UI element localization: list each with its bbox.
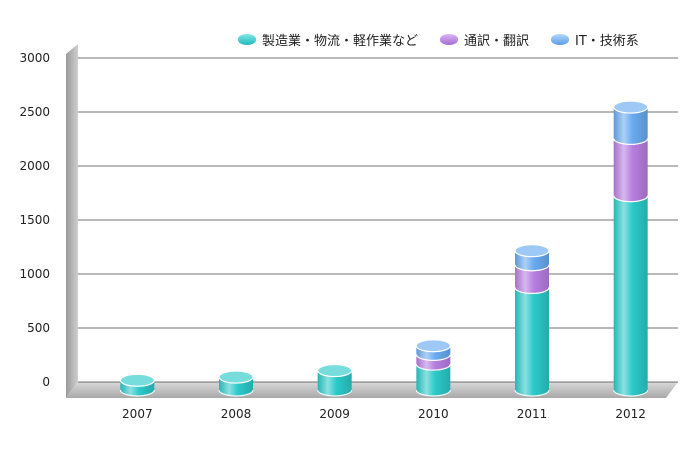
bar-base-rim <box>613 389 649 397</box>
bar-base-rim <box>613 195 649 203</box>
bar-base-rim <box>218 389 254 397</box>
bar-body <box>317 370 352 396</box>
bar-body <box>515 287 549 396</box>
bar-segment <box>218 370 254 397</box>
bar-body <box>613 195 648 396</box>
bar-top-cap <box>613 100 649 114</box>
bar-segment <box>415 339 451 361</box>
y-tick-label: 3000 <box>19 51 50 65</box>
bar-segment <box>613 189 649 397</box>
legend-item-it: IT・技術系 <box>551 30 639 49</box>
bar-segment <box>514 244 550 272</box>
bar-segment <box>119 373 155 397</box>
bar-top-cap <box>317 363 353 378</box>
y-tick-label: 0 <box>42 375 50 389</box>
bar-base-rim <box>613 138 649 145</box>
bar-base-rim <box>514 264 550 272</box>
bar-base-rim <box>514 389 550 397</box>
bar-body <box>613 138 648 202</box>
bar-base-rim <box>119 389 155 397</box>
bar-body <box>515 264 549 294</box>
legend-item-manufacturing: 製造業・物流・軽作業など <box>238 30 418 49</box>
x-tick-label: 2007 <box>122 407 153 421</box>
y-tick-label: 1500 <box>19 213 50 227</box>
y-tick-label: 2000 <box>19 159 50 173</box>
y-tick-label: 2500 <box>19 105 50 119</box>
legend-swatch-it <box>551 34 570 45</box>
bar-segment <box>514 280 550 397</box>
bar-body <box>416 364 451 396</box>
chart-side-wall <box>66 44 78 398</box>
bar-base-rim <box>415 354 451 361</box>
legend-label: IT・技術系 <box>575 34 639 49</box>
bar-base-rim <box>415 389 451 397</box>
bar-segment <box>317 363 353 397</box>
legend-label: 製造業・物流・軽作業など <box>262 34 419 49</box>
x-tick-label: 2012 <box>615 407 646 421</box>
bar-body <box>613 107 648 145</box>
bar-top-cap <box>514 244 550 258</box>
bar-top-cap <box>218 370 254 384</box>
chart-floor <box>66 382 678 398</box>
bar-base-rim <box>415 363 451 371</box>
bar-segment <box>613 100 649 145</box>
y-tick-label: 1000 <box>19 267 50 281</box>
legend-swatch-manufacturing <box>238 34 256 45</box>
x-tick-label: 2011 <box>517 407 548 421</box>
legend-item-translation: 通訳・翻訳 <box>440 30 529 49</box>
legend-label: 通訳・翻訳 <box>464 34 530 49</box>
x-tick-label: 2010 <box>418 407 449 421</box>
bar-base-rim <box>317 389 353 397</box>
legend-swatch-translation <box>440 34 459 45</box>
legend: 製造業・物流・軽作業など 通訳・翻訳 IT・技術系 <box>238 30 639 49</box>
bar-base-rim <box>514 287 550 294</box>
x-tick-label: 2009 <box>319 407 350 421</box>
x-tick-label: 2008 <box>221 407 252 421</box>
y-tick-label: 500 <box>27 321 50 335</box>
bar-top-cap <box>119 373 155 387</box>
bar-top-cap <box>415 339 451 353</box>
